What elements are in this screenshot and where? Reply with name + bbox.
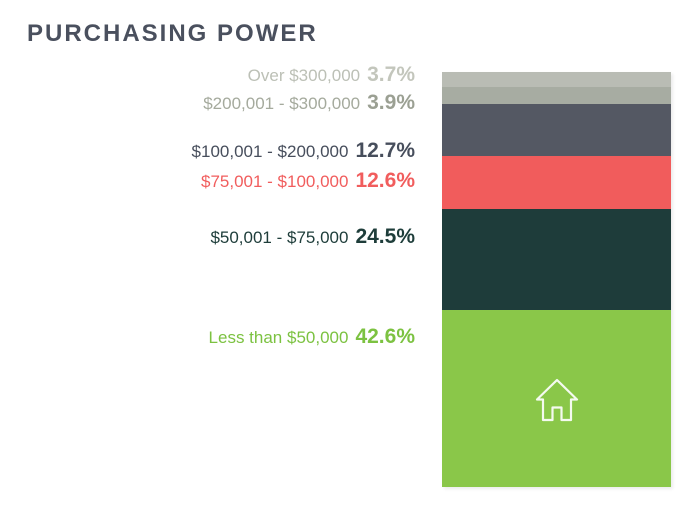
bar-segment-75k-100k	[442, 156, 671, 209]
category-name: $100,001 - $200,000	[191, 142, 349, 161]
category-name: $50,001 - $75,000	[210, 228, 349, 247]
label-row-50k-75k: $50,001 - $75,000 24.5%	[210, 224, 415, 252]
category-name: $200,001 - $300,000	[203, 94, 361, 113]
bar-segment-100k-200k	[442, 103, 671, 157]
category-value: 42.6%	[355, 325, 415, 348]
house-icon	[535, 378, 578, 422]
label-row-75k-100k: $75,001 - $100,000 12.6%	[201, 168, 415, 196]
category-name: Less than $50,000	[208, 328, 349, 347]
category-name: $75,001 - $100,000	[200, 172, 349, 191]
bar-segment-200k-300k	[442, 87, 671, 104]
stacked-bar	[442, 72, 671, 487]
page-title: PURCHASING POWER	[27, 20, 318, 47]
label-row-less-50k: Less than $50,000 42.6%	[209, 324, 415, 352]
category-value: 3.9%	[367, 91, 415, 114]
bar-segment-less-50k	[442, 310, 671, 487]
bar-segment-50k-75k	[442, 208, 671, 311]
label-row-over-300k: Over $300,000 3.7%	[248, 62, 415, 90]
bar-segment-over-300k	[442, 72, 671, 88]
label-row-200k-300k: $200,001 - $300,000 3.9%	[203, 90, 415, 118]
category-value: 3.7%	[367, 63, 415, 86]
category-value: 12.7%	[355, 139, 415, 162]
label-row-100k-200k: $100,001 - $200,000 12.7%	[192, 138, 415, 166]
category-name: Over $300,000	[247, 66, 361, 85]
category-value: 24.5%	[355, 225, 415, 248]
category-value: 12.6%	[355, 169, 415, 192]
